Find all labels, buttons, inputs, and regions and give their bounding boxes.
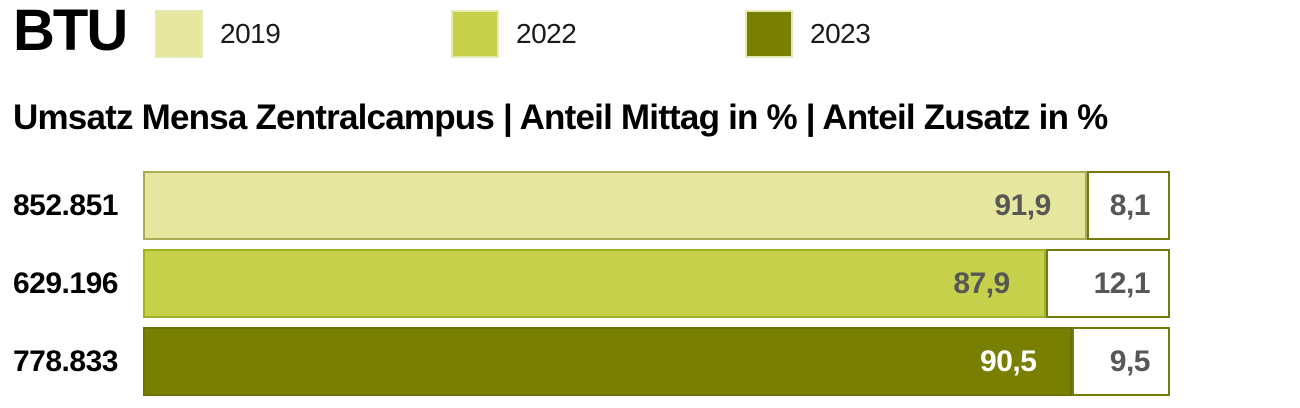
stacked-bar: 87,9 12,1 <box>143 249 1170 318</box>
bar-segment-mittag: 87,9 <box>143 249 1046 318</box>
stacked-bar: 90,5 9,5 <box>143 327 1170 396</box>
legend-swatch-2022 <box>451 10 499 58</box>
chart-row-2022: 629.196 87,9 12,1 <box>0 249 1170 318</box>
legend-swatch-2019 <box>155 10 203 58</box>
bar-segment-mittag: 90,5 <box>143 327 1073 396</box>
row-umsatz-label: 629.196 <box>13 266 118 300</box>
mittag-value-label: 90,5 <box>980 344 1037 378</box>
legend-item-2023: 2023 <box>745 10 871 58</box>
legend-item-2019: 2019 <box>155 10 281 58</box>
legend-label-2019: 2019 <box>220 18 281 49</box>
chart-row-2023: 778.833 90,5 9,5 <box>0 327 1170 396</box>
row-umsatz-label: 778.833 <box>13 344 118 378</box>
row-umsatz-label: 852.851 <box>13 188 118 222</box>
bar-segment-mittag: 91,9 <box>143 171 1087 240</box>
chart-row-2019: 852.851 91,9 8,1 <box>0 171 1170 240</box>
chart-title: Umsatz Mensa Zentralcampus | Anteil Mitt… <box>13 98 1108 137</box>
legend-swatch-2023 <box>745 10 793 58</box>
mittag-value-label: 87,9 <box>953 266 1010 300</box>
bar-segment-zusatz: 9,5 <box>1072 327 1170 396</box>
legend-label-2023: 2023 <box>810 18 871 49</box>
legend-label-2022: 2022 <box>516 18 577 49</box>
legend-item-2022: 2022 <box>451 10 577 58</box>
mittag-value-label: 91,9 <box>994 188 1051 222</box>
bar-segment-zusatz: 12,1 <box>1045 249 1170 318</box>
stacked-bar-chart: 852.851 91,9 8,1 629.196 87,9 12,1 <box>0 171 1170 405</box>
zusatz-value-label: 9,5 <box>1109 344 1151 378</box>
stacked-bar: 91,9 8,1 <box>143 171 1170 240</box>
zusatz-value-label: 12,1 <box>1093 266 1151 300</box>
zusatz-value-label: 8,1 <box>1109 188 1151 222</box>
bar-segment-zusatz: 8,1 <box>1086 171 1170 240</box>
btu-logo: BTU <box>13 0 128 63</box>
